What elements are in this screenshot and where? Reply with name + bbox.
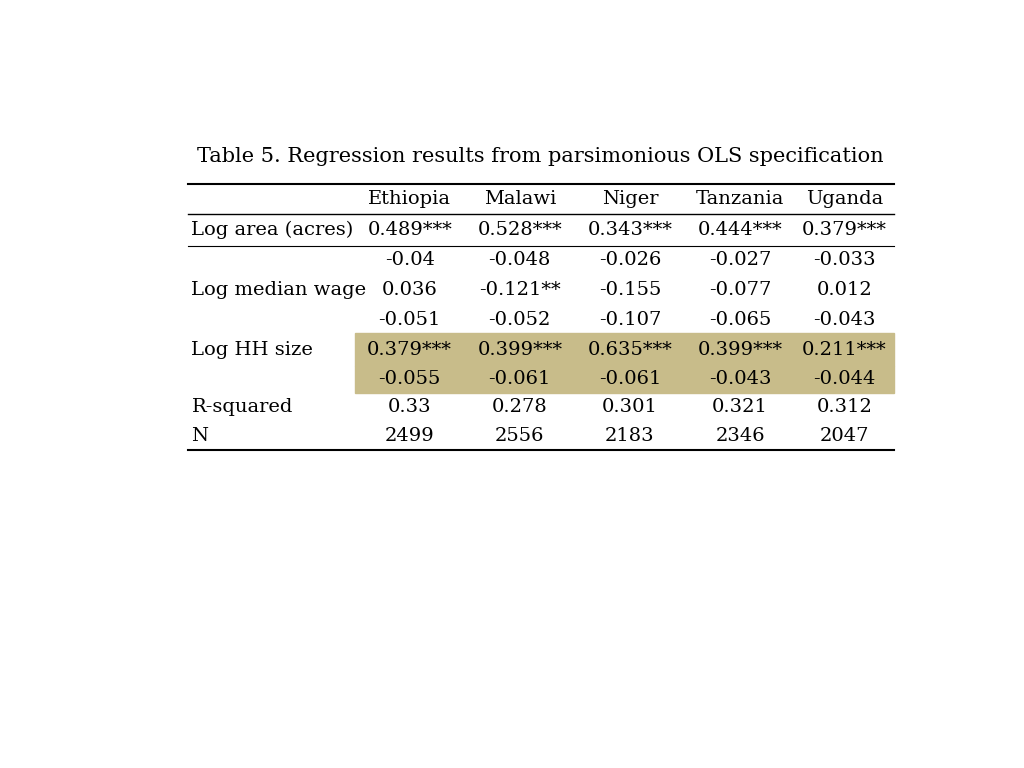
Bar [354,366,894,393]
Text: Malawi: Malawi [483,190,556,208]
Text: 0.379***: 0.379*** [368,340,453,359]
Text: 0.278: 0.278 [492,399,548,416]
Text: Niger: Niger [602,190,658,208]
Text: 0.312: 0.312 [816,399,872,416]
Text: -0.065: -0.065 [709,311,771,329]
Text: 0.444***: 0.444*** [697,221,782,239]
Text: N: N [191,427,209,445]
Text: -0.077: -0.077 [709,281,771,299]
Text: -0.026: -0.026 [599,251,662,269]
Text: R-squared: R-squared [191,399,293,416]
Text: -0.121**: -0.121** [479,281,560,299]
Bar [354,333,894,366]
Text: 0.379***: 0.379*** [802,221,887,239]
Text: 0.301: 0.301 [602,399,657,416]
Text: -0.043: -0.043 [709,370,771,389]
Text: 0.012: 0.012 [816,281,872,299]
Text: Uganda: Uganda [806,190,883,208]
Text: Log area (acres): Log area (acres) [191,221,353,239]
Text: Table 5. Regression results from parsimonious OLS specification: Table 5. Regression results from parsimo… [198,147,884,166]
Text: 0.399***: 0.399*** [697,340,782,359]
Text: Log median wage: Log median wage [191,281,367,299]
Text: -0.027: -0.027 [709,251,771,269]
Text: -0.044: -0.044 [813,370,876,389]
Text: 0.343***: 0.343*** [588,221,673,239]
Text: 0.036: 0.036 [382,281,437,299]
Text: Log HH size: Log HH size [191,340,313,359]
Text: 0.528***: 0.528*** [477,221,562,239]
Text: Tanzania: Tanzania [696,190,784,208]
Text: 0.635***: 0.635*** [588,340,673,359]
Text: -0.061: -0.061 [599,370,662,389]
Text: 0.489***: 0.489*** [368,221,452,239]
Text: -0.052: -0.052 [488,311,551,329]
Text: 2047: 2047 [819,427,869,445]
Text: 2556: 2556 [495,427,545,445]
Text: 2346: 2346 [715,427,765,445]
Text: 0.211***: 0.211*** [802,340,887,359]
Text: 0.399***: 0.399*** [477,340,562,359]
Text: Ethiopia: Ethiopia [369,190,452,208]
Text: 0.33: 0.33 [388,399,431,416]
Text: -0.055: -0.055 [379,370,441,389]
Text: -0.048: -0.048 [488,251,551,269]
Text: -0.155: -0.155 [599,281,662,299]
Text: 0.321: 0.321 [712,399,768,416]
Text: 2183: 2183 [605,427,654,445]
Text: -0.033: -0.033 [813,251,876,269]
Text: -0.107: -0.107 [599,311,662,329]
Text: -0.051: -0.051 [379,311,441,329]
Text: 2499: 2499 [385,427,434,445]
Text: -0.04: -0.04 [385,251,434,269]
Text: -0.061: -0.061 [488,370,551,389]
Text: -0.043: -0.043 [813,311,876,329]
